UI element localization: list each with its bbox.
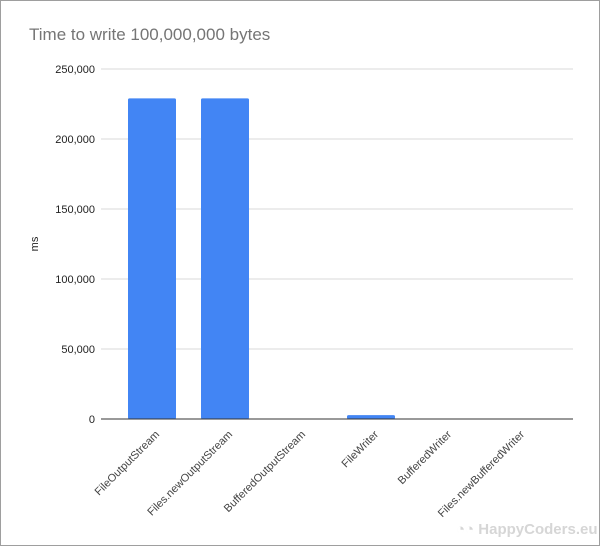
bar-fileoutputstream bbox=[128, 98, 176, 420]
x-tick-label: BufferedOutputStream bbox=[222, 429, 308, 515]
x-tick-label: FileOutputStream bbox=[93, 429, 162, 498]
y-tick-label: 100,000 bbox=[55, 274, 95, 286]
y-axis-label: ms bbox=[29, 236, 41, 251]
x-tick-label: BufferedWriter bbox=[396, 428, 455, 487]
y-tick-label: 50,000 bbox=[61, 344, 95, 356]
x-tick-label: Files.newOutputStream bbox=[145, 429, 235, 519]
y-tick-label: 0 bbox=[89, 414, 95, 426]
bar-filewriter bbox=[347, 415, 395, 419]
watermark-text: HappyCoders.eu bbox=[478, 521, 598, 538]
x-tick-label: Files.newBufferedWriter bbox=[436, 428, 527, 519]
chart-title: Time to write 100,000,000 bytes bbox=[29, 25, 271, 44]
y-tick-label: 250,000 bbox=[55, 64, 95, 76]
x-tick-label: FileWriter bbox=[340, 428, 382, 470]
watermark-logo: ◔◔ HappyCoders.eu bbox=[456, 521, 598, 538]
y-tick-label: 200,000 bbox=[55, 134, 95, 146]
y-tick-label: 150,000 bbox=[55, 204, 95, 216]
bar-files-newoutputstream bbox=[201, 98, 249, 420]
